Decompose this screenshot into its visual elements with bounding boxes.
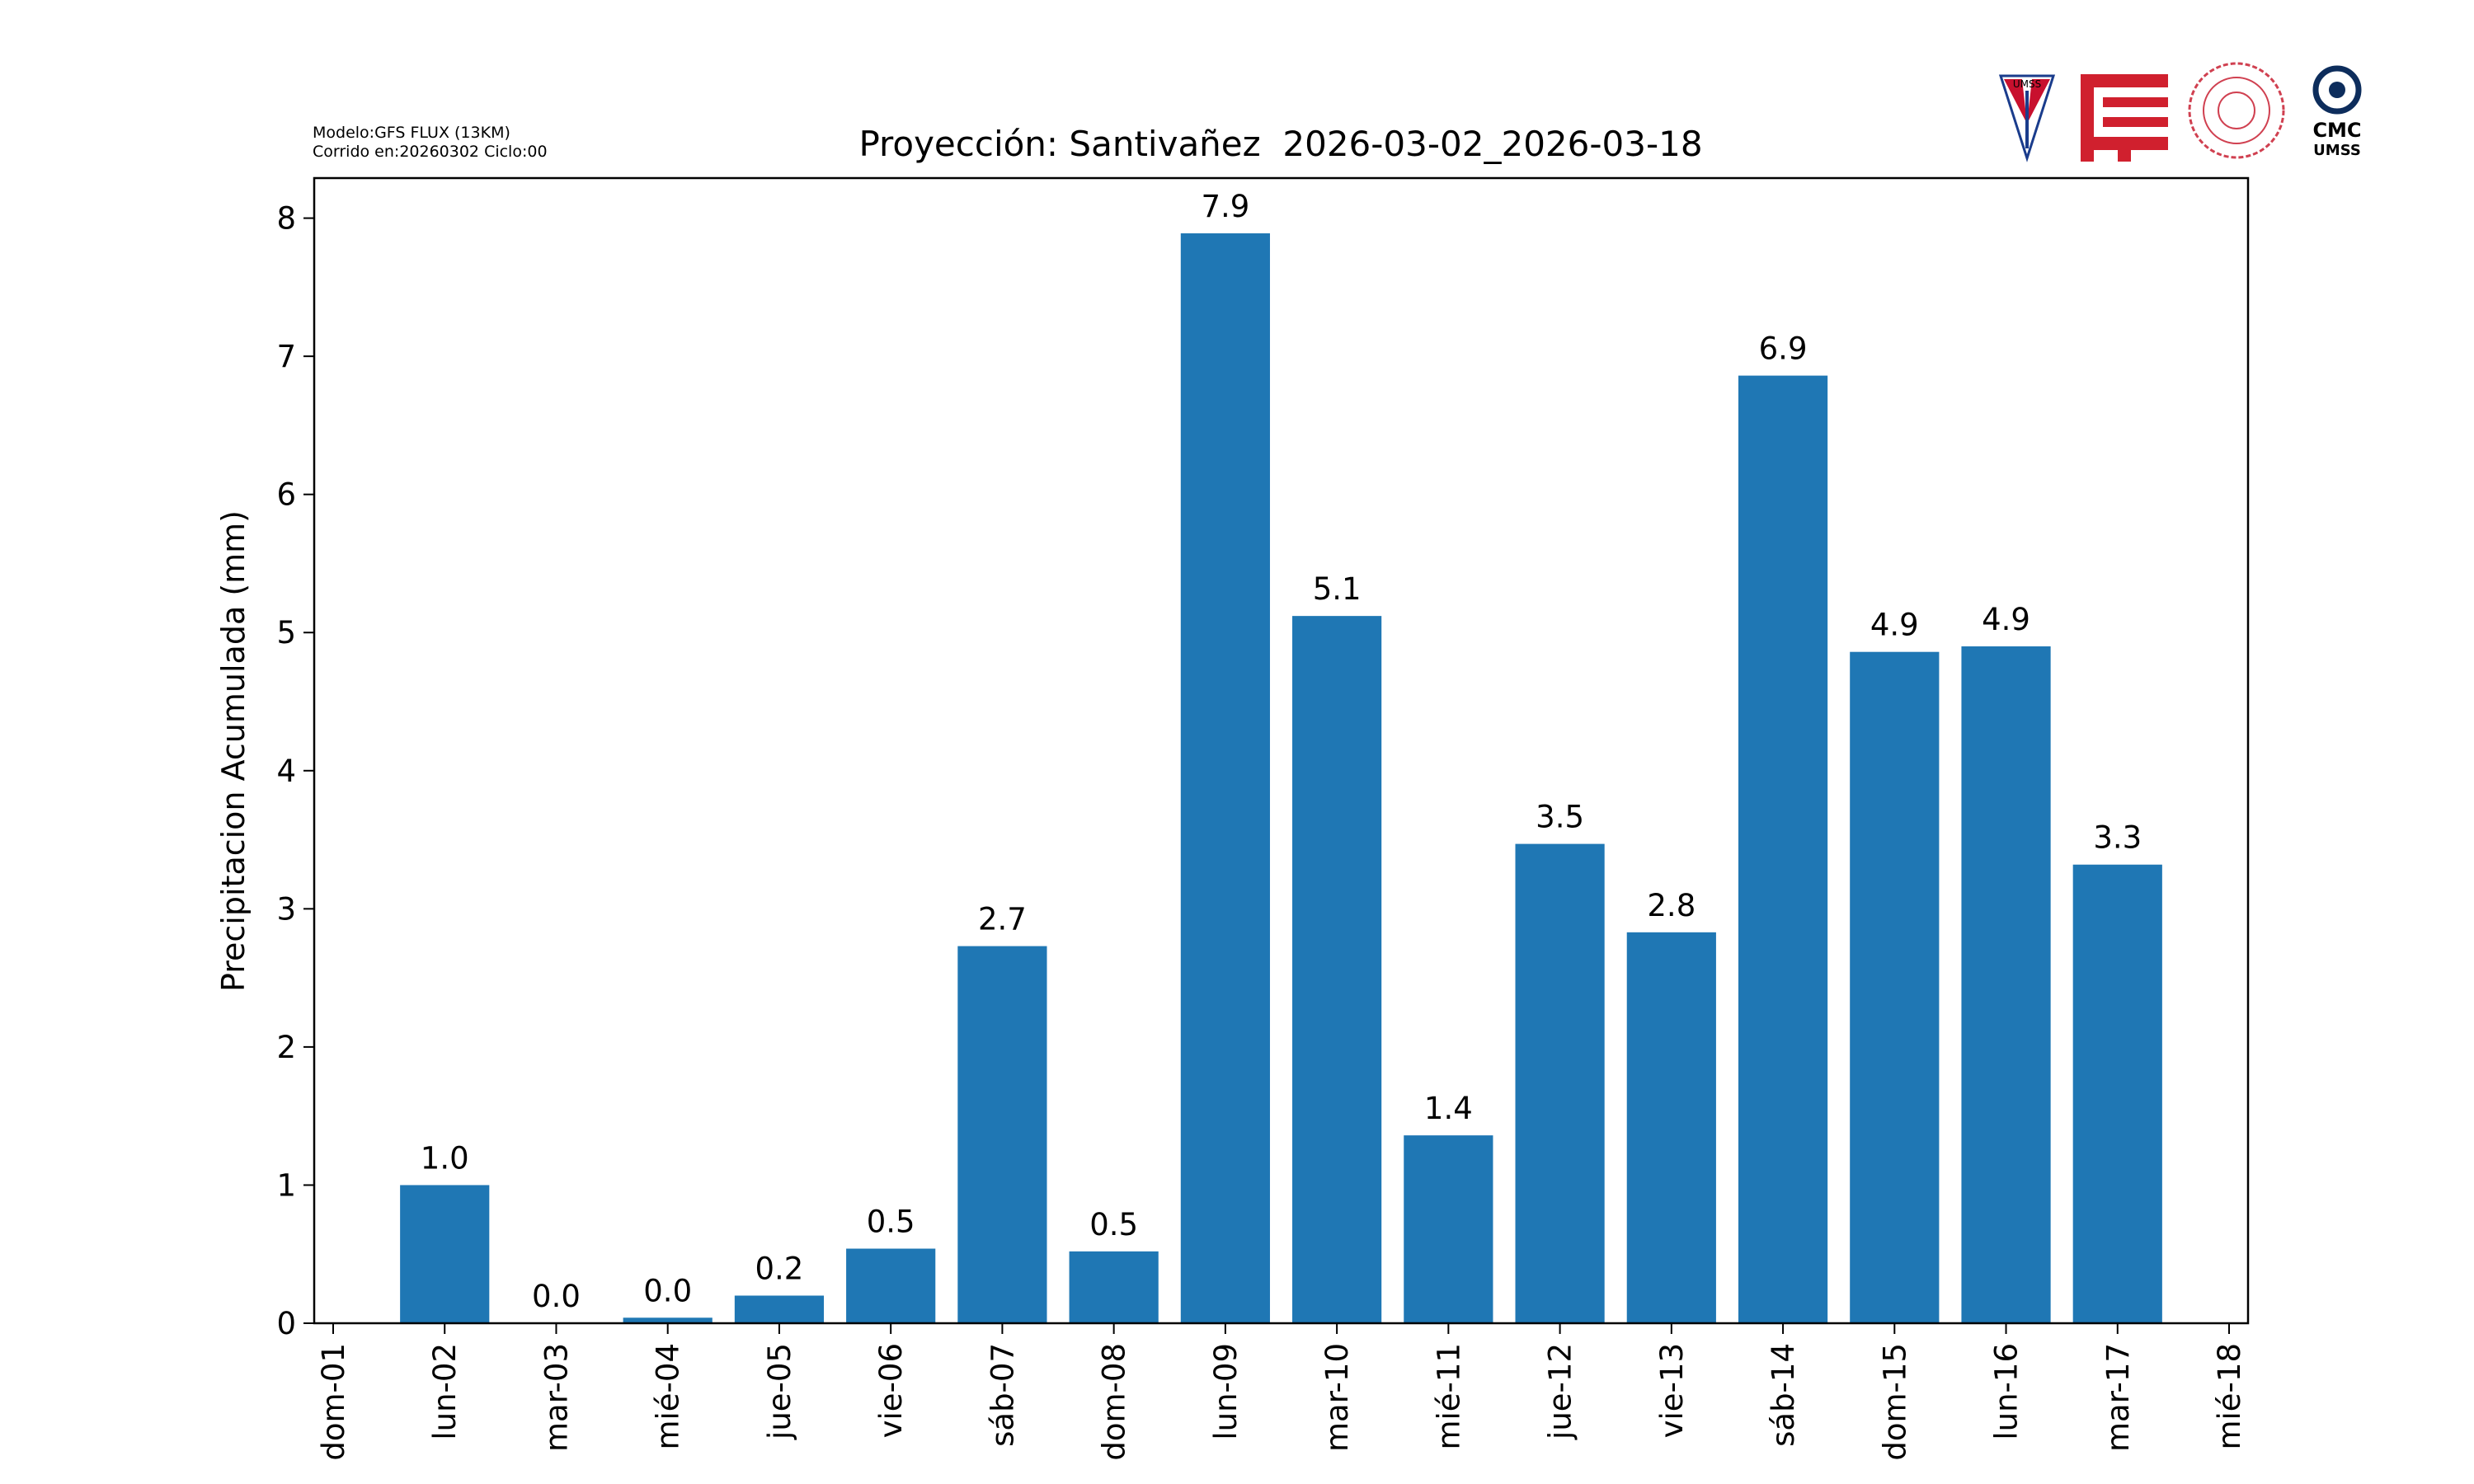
x-tick-label: mar-03 bbox=[539, 1343, 574, 1452]
logo-text: CMC bbox=[2312, 119, 2361, 142]
x-tick-label: lun-09 bbox=[1208, 1343, 1244, 1440]
y-tick-label: 0 bbox=[276, 1306, 296, 1341]
y-tick-label: 1 bbox=[276, 1167, 296, 1203]
bar bbox=[623, 1317, 713, 1323]
bar bbox=[846, 1248, 936, 1323]
y-tick-label: 6 bbox=[276, 477, 296, 513]
value-label: 0.0 bbox=[643, 1273, 692, 1308]
x-tick-label: mié-11 bbox=[1431, 1343, 1466, 1450]
x-tick-label: jue-12 bbox=[1543, 1343, 1578, 1440]
chart-title: Proyección: Santivañez 2026-03-02_2026-0… bbox=[858, 124, 1702, 164]
y-tick-label: 3 bbox=[276, 891, 296, 927]
bar bbox=[1292, 616, 1382, 1323]
logo-text: UMSS bbox=[2013, 78, 2041, 90]
bar bbox=[1515, 843, 1605, 1323]
y-tick-label: 2 bbox=[276, 1030, 296, 1065]
x-tick-label: mar-10 bbox=[1319, 1343, 1355, 1452]
value-label: 4.9 bbox=[1982, 602, 2030, 637]
y-tick-label: 5 bbox=[276, 615, 296, 650]
bar bbox=[1850, 651, 1940, 1323]
x-tick-label: mar-17 bbox=[2100, 1343, 2136, 1452]
x-tick-label: mié-04 bbox=[651, 1343, 686, 1450]
value-label: 3.3 bbox=[2093, 820, 2142, 856]
y-tick-label: 7 bbox=[276, 339, 296, 374]
x-tick-label: dom-01 bbox=[316, 1343, 351, 1461]
x-tick-label: jue-05 bbox=[762, 1343, 797, 1440]
model-note: Modelo:GFS FLUX (13KM) bbox=[313, 124, 510, 142]
bar bbox=[734, 1295, 825, 1323]
x-tick-label: mié-18 bbox=[2212, 1343, 2247, 1450]
value-label: 3.5 bbox=[1536, 800, 1584, 835]
bar bbox=[1180, 233, 1270, 1323]
logo-department bbox=[2188, 62, 2285, 159]
value-label: 5.1 bbox=[1313, 571, 1362, 607]
bar bbox=[1738, 375, 1828, 1324]
bar bbox=[1961, 646, 2051, 1323]
bar bbox=[1626, 932, 1716, 1323]
y-tick-label: 4 bbox=[276, 754, 296, 789]
x-tick-label: dom-08 bbox=[1097, 1343, 1132, 1461]
value-label: 1.4 bbox=[1424, 1091, 1473, 1126]
x-tick-label: dom-15 bbox=[1877, 1343, 1912, 1461]
bar bbox=[400, 1185, 490, 1323]
x-tick-label: sáb-07 bbox=[985, 1343, 1020, 1447]
bar bbox=[1069, 1251, 1159, 1323]
bar bbox=[957, 946, 1047, 1323]
logo-text: UMSS bbox=[2313, 142, 2361, 159]
x-tick-label: vie-06 bbox=[873, 1343, 909, 1438]
x-tick-label: lun-02 bbox=[427, 1343, 463, 1440]
value-label: 2.7 bbox=[978, 902, 1027, 937]
bar bbox=[1404, 1135, 1493, 1323]
value-label: 7.9 bbox=[1201, 189, 1249, 224]
value-label: 2.8 bbox=[1647, 888, 1696, 923]
logo-cmc: CMC UMSS bbox=[2312, 65, 2362, 159]
value-label: 0.5 bbox=[1089, 1207, 1138, 1242]
y-tick-label: 8 bbox=[276, 201, 296, 237]
value-label: 1.0 bbox=[421, 1140, 469, 1176]
value-label: 0.2 bbox=[755, 1251, 804, 1286]
bar bbox=[2072, 864, 2162, 1323]
plot-frame bbox=[313, 176, 2250, 1325]
x-tick-label: sáb-14 bbox=[1766, 1343, 1801, 1447]
x-tick-label: lun-16 bbox=[1989, 1343, 2025, 1440]
y-axis-label: Precipitacion Acumulada (mm) bbox=[215, 510, 252, 992]
logo-fcyt bbox=[2081, 74, 2168, 162]
logo-umss: UMSS bbox=[1998, 74, 2056, 162]
value-label: 0.0 bbox=[532, 1279, 581, 1314]
x-tick-label: vie-13 bbox=[1654, 1343, 1690, 1438]
value-label: 0.5 bbox=[867, 1205, 915, 1240]
run-note: Corrido en:20260302 Ciclo:00 bbox=[313, 143, 548, 161]
value-label: 4.9 bbox=[1870, 608, 1919, 643]
value-label: 6.9 bbox=[1759, 331, 1808, 367]
